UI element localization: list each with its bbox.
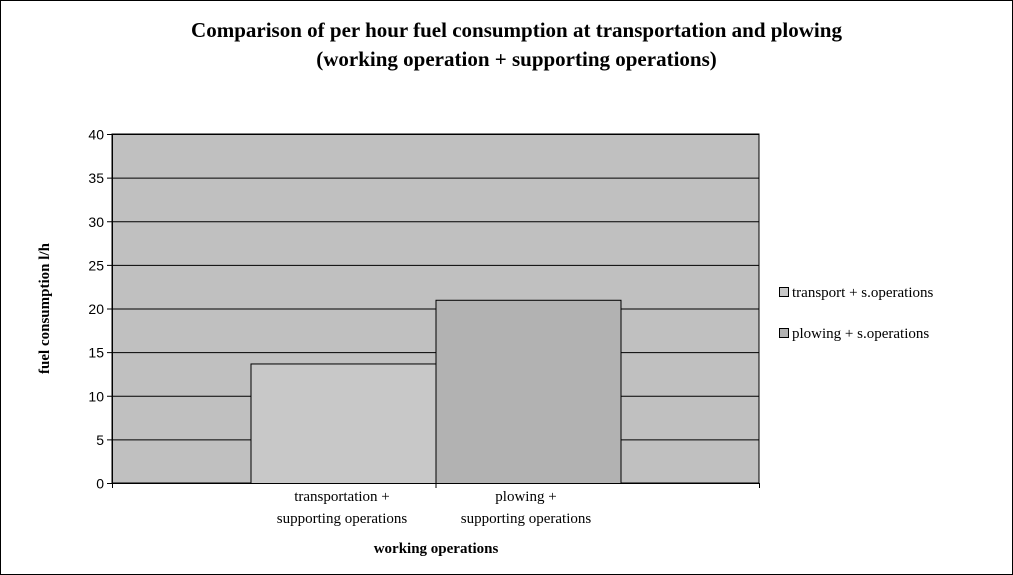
chart-title: Comparison of per hour fuel consumption …: [20, 16, 1013, 74]
x-category-label-1-0: plowing +: [495, 489, 556, 505]
x-category-label-1-1: supporting operations: [461, 511, 592, 527]
chart-title-line-1: Comparison of per hour fuel consumption …: [191, 18, 842, 42]
y-tick-label-1: 5: [96, 432, 104, 448]
bar-0: [250, 363, 437, 484]
y-tick-label-3: 15: [88, 345, 104, 361]
bar-1: [435, 299, 622, 484]
legend-label-1: plowing + s.operations: [792, 326, 929, 342]
legend-label-0: transport + s.operations: [792, 285, 934, 301]
x-category-label-0-1: supporting operations: [277, 511, 408, 527]
x-category-label-0-0: transportation +: [294, 489, 390, 505]
y-tick-label-6: 30: [88, 214, 104, 230]
x-axis-title: working operations: [374, 541, 499, 557]
legend-swatch-0: [779, 287, 789, 297]
y-tick-label-5: 25: [88, 257, 104, 273]
y-axis-title: fuel consumption l/h: [37, 242, 53, 374]
chart-title-line-2: (working operation + supporting operatio…: [316, 47, 717, 71]
legend-swatch-1: [779, 328, 789, 338]
y-tick-label-0: 0: [96, 476, 104, 492]
y-tick-label-8: 40: [88, 127, 104, 143]
y-tick-label-7: 35: [88, 170, 104, 186]
legend: transport + s.operations plowing + s.oper…: [779, 285, 934, 342]
y-tick-label-4: 20: [88, 301, 104, 317]
y-tick-label-2: 10: [88, 388, 104, 404]
